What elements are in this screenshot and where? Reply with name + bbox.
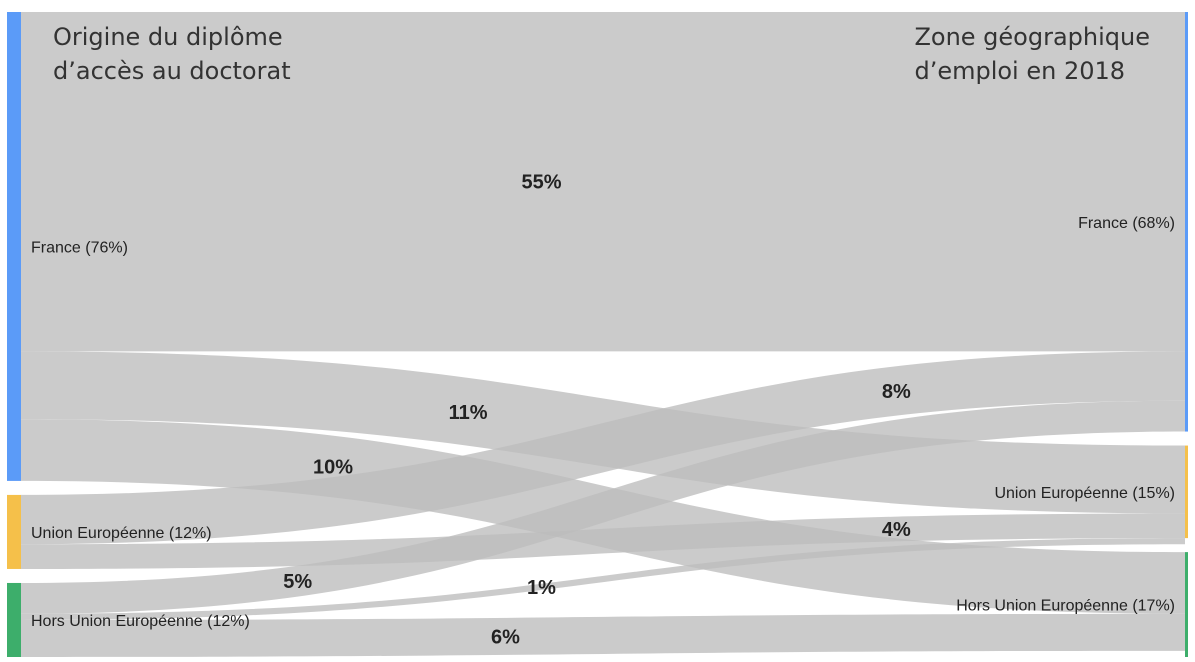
source-node-france[interactable]	[7, 12, 21, 481]
source-title-line1: Origine du diplôme	[53, 23, 283, 51]
flow-label-france-to-hors: 10%	[313, 457, 353, 479]
flow-ue-to-ue[interactable]	[21, 513, 1185, 569]
source-node-ue[interactable]	[7, 494, 21, 569]
target-node-ue[interactable]	[1185, 445, 1188, 539]
flow-label-hors-to-hors: 6%	[491, 626, 520, 648]
flow-hors-to-hors[interactable]	[21, 613, 1185, 657]
flow-label-france-to-france: 55%	[521, 172, 561, 194]
flow-hors-to-france[interactable]	[21, 400, 1185, 614]
source-title-line2: d’accès au doctorat	[53, 57, 291, 85]
target-node-hors[interactable]	[1185, 552, 1188, 657]
flow-label-france-to-ue: 11%	[449, 402, 488, 424]
flow-france-to-france[interactable]	[21, 12, 1185, 352]
source-label-france: France (76%)	[31, 239, 128, 256]
flow-label-hors-to-france: 5%	[283, 571, 312, 593]
flow-ue-to-france[interactable]	[21, 351, 1185, 545]
target-label-france: France (68%)	[1078, 215, 1175, 232]
source-label-hors: Hors Union Européenne (12%)	[31, 613, 250, 630]
flow-hors-to-ue[interactable]	[21, 538, 1185, 620]
target-node-france[interactable]	[1185, 12, 1188, 432]
flow-label-ue-to-france: 8%	[882, 381, 911, 403]
target-title-line2: d’emploi en 2018	[914, 57, 1126, 85]
flow-label-hors-to-ue: 1%	[527, 577, 556, 599]
target-label-ue: Union Européenne (15%)	[994, 485, 1175, 502]
target-label-hors: Hors Union Européenne (17%)	[956, 598, 1175, 615]
source-node-hors[interactable]	[7, 582, 21, 657]
target-title: Zone géographique d’emploi en 2018	[914, 20, 1150, 88]
source-title: Origine du diplôme d’accès au doctorat	[53, 20, 291, 88]
target-title-line1: Zone géographique	[914, 23, 1150, 51]
flow-label-ue-to-ue: 4%	[882, 519, 911, 541]
source-label-ue: Union Européenne (12%)	[31, 525, 212, 542]
